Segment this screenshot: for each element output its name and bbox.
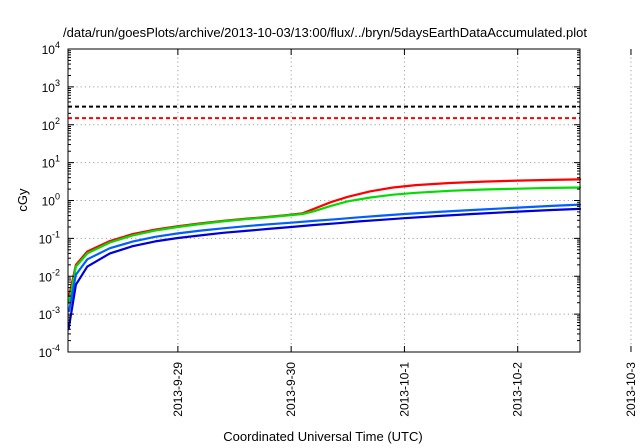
threshold-lines [68,105,580,120]
x-tick-labels: 2013-9-29 2013-9-30 2013-10-1 2013-10-2 2013… [171,362,638,417]
y-tick-label: 100 [42,192,60,209]
y-tick-label: 10-4 [39,343,60,360]
y-tick-labels: 10-4 10-3 10-2 10-1 100 101 102 103 104 [39,40,60,360]
x-tick-label: 2013-10-1 [397,362,411,417]
y-tick-label: 101 [42,154,60,171]
y-tick-label: 10-3 [39,305,60,322]
y-tick-label: 10-1 [39,229,60,246]
x-tick-label: 2013-10-3 [624,362,638,417]
y-tick-label: 10-2 [39,267,60,284]
y-tick-label: 103 [42,78,60,95]
x-axis-label: Coordinated Universal Time (UTC) [223,429,422,444]
axis-ticks [68,48,632,353]
data-series [67,178,582,331]
x-tick-label: 2013-10-2 [511,362,525,417]
grid-lines [68,49,632,352]
x-tick-label: 2013-9-30 [284,362,298,417]
y-axis-label: cGy [15,188,30,212]
y-tick-label: 102 [42,116,60,133]
y-tick-label: 104 [42,40,60,57]
series-line [67,203,582,313]
series-line [67,186,582,304]
chart-title: /data/run/goesPlots/archive/2013-10-03/1… [63,25,587,40]
x-tick-label: 2013-9-29 [171,362,185,417]
series-line [67,207,582,331]
